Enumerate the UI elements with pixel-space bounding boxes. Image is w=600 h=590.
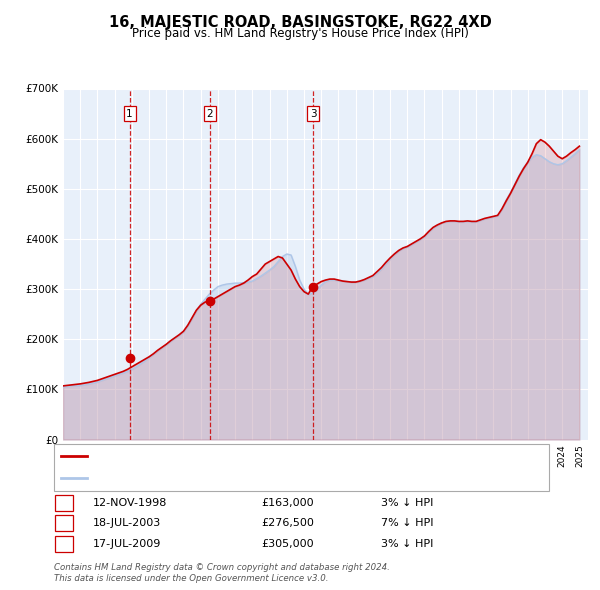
Text: 3: 3	[310, 109, 317, 119]
Text: This data is licensed under the Open Government Licence v3.0.: This data is licensed under the Open Gov…	[54, 574, 329, 583]
Text: £276,500: £276,500	[261, 519, 314, 528]
Text: 1: 1	[127, 109, 133, 119]
Text: 2: 2	[206, 109, 214, 119]
Text: 2: 2	[61, 519, 68, 528]
Text: Contains HM Land Registry data © Crown copyright and database right 2024.: Contains HM Land Registry data © Crown c…	[54, 563, 390, 572]
Text: 3% ↓ HPI: 3% ↓ HPI	[381, 539, 433, 549]
Text: HPI: Average price, detached house, Basingstoke and Deane: HPI: Average price, detached house, Basi…	[91, 473, 394, 483]
Text: 17-JUL-2009: 17-JUL-2009	[93, 539, 161, 549]
Text: 1: 1	[61, 498, 68, 507]
Text: Price paid vs. HM Land Registry's House Price Index (HPI): Price paid vs. HM Land Registry's House …	[131, 27, 469, 40]
Text: 16, MAJESTIC ROAD, BASINGSTOKE, RG22 4XD: 16, MAJESTIC ROAD, BASINGSTOKE, RG22 4XD	[109, 15, 491, 30]
Text: 16, MAJESTIC ROAD, BASINGSTOKE, RG22 4XD (detached house): 16, MAJESTIC ROAD, BASINGSTOKE, RG22 4XD…	[91, 451, 415, 461]
Text: 18-JUL-2003: 18-JUL-2003	[93, 519, 161, 528]
Text: £305,000: £305,000	[261, 539, 314, 549]
Text: £163,000: £163,000	[261, 498, 314, 507]
Text: 3: 3	[61, 539, 68, 549]
Text: 12-NOV-1998: 12-NOV-1998	[93, 498, 167, 507]
Text: 3% ↓ HPI: 3% ↓ HPI	[381, 498, 433, 507]
Text: 7% ↓ HPI: 7% ↓ HPI	[381, 519, 433, 528]
